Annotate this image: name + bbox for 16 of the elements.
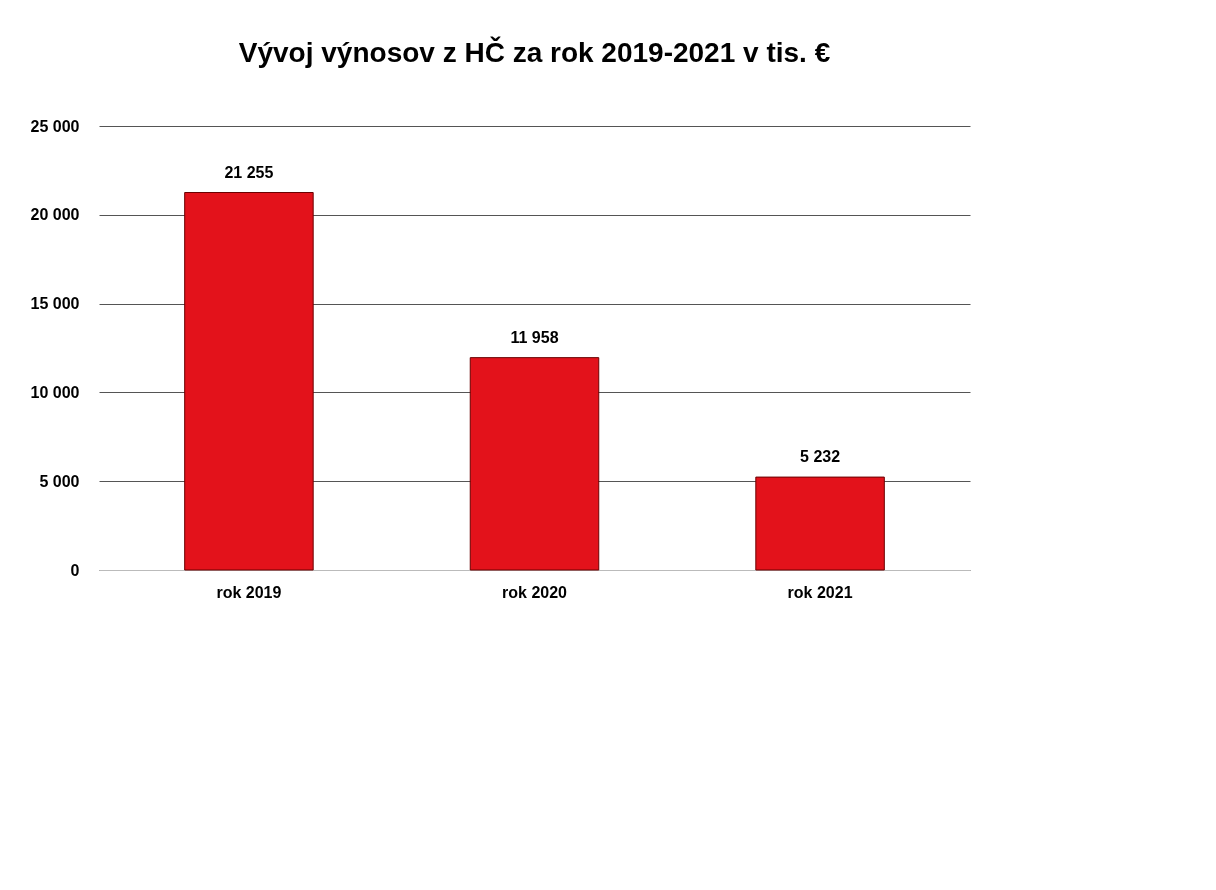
y-tick-label: 5 000	[39, 472, 80, 490]
bar	[469, 357, 600, 571]
chart-title: Vývoj výnosov z HČ za rok 2019-2021 v tis. €	[238, 36, 831, 68]
bar	[755, 476, 885, 571]
data-label: 11 958	[510, 328, 559, 346]
x-tick-label: rok 2019	[216, 583, 282, 601]
bar	[184, 192, 314, 571]
y-tick-label: 0	[70, 561, 80, 579]
y-tick-label: 10 000	[30, 383, 80, 401]
y-tick-label: 25 000	[30, 117, 80, 135]
data-label: 21 255	[224, 163, 274, 181]
x-tick-label: rok 2020	[502, 583, 568, 601]
y-tick-label: 20 000	[30, 206, 80, 224]
y-tick-label: 15 000	[30, 295, 80, 313]
data-label: 5 232	[800, 448, 841, 466]
x-tick-label: rok 2021	[787, 583, 853, 601]
